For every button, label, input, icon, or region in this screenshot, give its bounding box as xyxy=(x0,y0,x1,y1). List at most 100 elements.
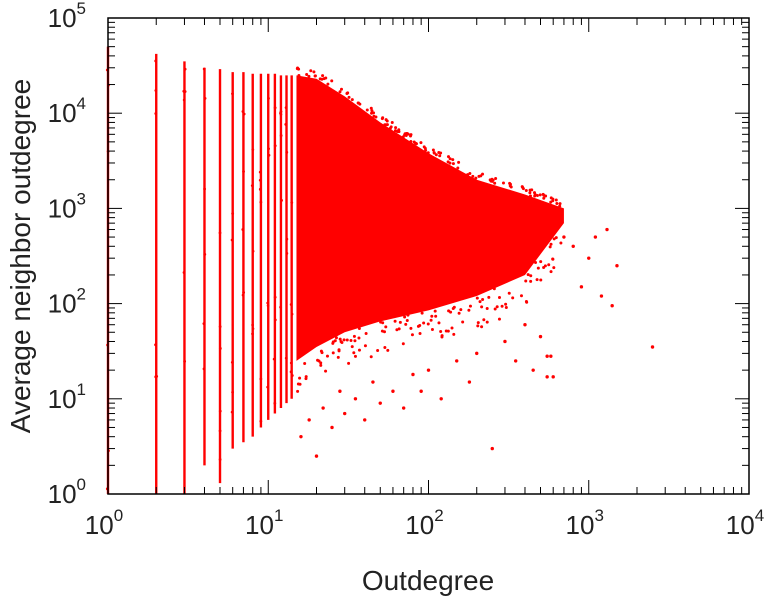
data-point xyxy=(432,151,436,155)
data-point xyxy=(555,201,559,205)
data-point xyxy=(494,176,498,180)
data-point xyxy=(218,347,222,350)
data-point xyxy=(363,344,367,348)
data-point xyxy=(272,357,276,361)
data-point xyxy=(267,97,270,100)
data-point xyxy=(338,389,342,393)
data-point xyxy=(218,409,222,413)
x-tick-label: 102 xyxy=(405,506,443,540)
data-point xyxy=(393,129,397,133)
data-point xyxy=(468,171,472,175)
data-point xyxy=(273,318,277,322)
data-point xyxy=(437,321,441,325)
data-point xyxy=(251,327,255,331)
data-point xyxy=(324,76,328,80)
data-point xyxy=(353,339,357,343)
data-point xyxy=(318,77,322,81)
x-tick-labels: 100 101 102 103 104 xyxy=(85,506,764,540)
data-point xyxy=(279,113,283,116)
data-point xyxy=(273,144,277,148)
data-point xyxy=(403,315,407,319)
data-point xyxy=(549,242,553,246)
data-point xyxy=(266,385,270,389)
data-point xyxy=(371,380,375,384)
data-point xyxy=(524,189,528,193)
axis-ticks xyxy=(107,17,750,495)
data-point xyxy=(497,295,501,299)
data-point xyxy=(543,264,547,268)
data-point xyxy=(650,345,655,349)
data-point xyxy=(434,314,438,318)
data-point xyxy=(357,336,361,340)
data-point xyxy=(352,351,356,355)
data-point xyxy=(439,329,443,333)
data-point xyxy=(319,363,323,367)
data-point xyxy=(307,418,311,422)
data-point xyxy=(534,260,538,264)
data-point xyxy=(369,106,373,110)
data-point xyxy=(330,79,334,83)
data-point xyxy=(521,187,525,191)
data-point xyxy=(182,271,186,274)
data-point xyxy=(489,179,493,183)
data-point xyxy=(409,326,413,330)
data-point xyxy=(412,140,416,144)
data-point xyxy=(493,307,497,311)
y-tick-label: 103 xyxy=(48,189,86,223)
data-point xyxy=(524,300,528,304)
data-density-region xyxy=(296,75,564,361)
data-point xyxy=(401,342,405,346)
data-point xyxy=(599,294,604,298)
data-point xyxy=(298,376,302,380)
data-point xyxy=(203,252,207,256)
data-point xyxy=(571,244,575,248)
data-point xyxy=(338,337,342,341)
data-point xyxy=(430,314,434,318)
data-point xyxy=(398,320,402,324)
data-point xyxy=(401,406,406,410)
data-point xyxy=(411,372,415,377)
data-point xyxy=(551,257,555,261)
data-point xyxy=(523,323,527,327)
data-point xyxy=(284,122,288,126)
data-point xyxy=(325,354,329,358)
data-point xyxy=(336,355,340,359)
data-point xyxy=(331,351,335,355)
data-point xyxy=(429,318,433,322)
data-points xyxy=(105,46,655,494)
data-point xyxy=(391,389,395,393)
data-point xyxy=(559,241,563,245)
data-point xyxy=(513,359,518,363)
data-point xyxy=(477,174,481,178)
data-point xyxy=(381,321,385,325)
data-point xyxy=(503,339,507,344)
data-point xyxy=(340,341,344,345)
data-point xyxy=(529,274,533,278)
data-point xyxy=(549,196,553,200)
data-point xyxy=(390,121,394,125)
data-point xyxy=(487,295,491,299)
data-point xyxy=(430,327,434,331)
data-point xyxy=(548,245,552,249)
data-point xyxy=(404,322,408,326)
data-point xyxy=(485,307,489,311)
data-point xyxy=(480,305,484,309)
data-point xyxy=(259,377,263,381)
data-point xyxy=(364,332,368,336)
data-point xyxy=(451,158,455,162)
data-point xyxy=(369,355,373,359)
data-point xyxy=(378,401,382,405)
data-point xyxy=(426,322,430,326)
data-point xyxy=(324,369,328,373)
data-point xyxy=(349,339,353,343)
data-point xyxy=(524,279,528,283)
data-point xyxy=(154,375,158,379)
data-point xyxy=(528,194,532,198)
x-tick-label: 103 xyxy=(566,506,604,540)
data-point xyxy=(475,351,479,356)
data-point xyxy=(509,185,513,189)
data-point xyxy=(285,150,289,154)
data-point xyxy=(350,98,354,102)
data-point xyxy=(451,306,455,310)
data-point xyxy=(475,296,479,300)
